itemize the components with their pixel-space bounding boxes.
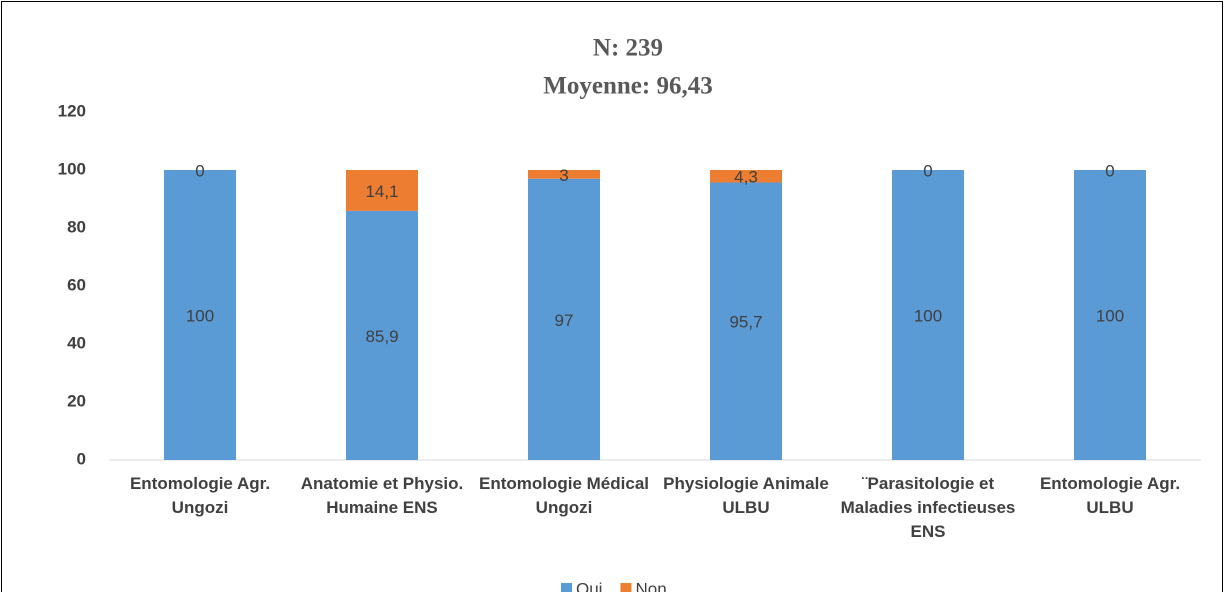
legend-swatch: [620, 583, 632, 592]
chart-subtitle: Moyenne: 96,43: [543, 73, 712, 100]
data-label: 0: [923, 161, 932, 180]
legend-swatch: [561, 583, 572, 592]
x-tick-label: Entomologie Agr. Ungozi: [129, 474, 271, 517]
data-label: 97: [555, 311, 574, 330]
data-label: 4,3: [734, 168, 758, 187]
legend-label: Oui: [576, 579, 602, 592]
data-label: 0: [1105, 161, 1114, 180]
data-label: 100: [914, 306, 942, 325]
chart-title: N: 239: [593, 35, 663, 62]
y-tick-label: 100: [58, 159, 86, 178]
x-tick-label: ¨Parasitologie et Maladies infectieuses …: [840, 474, 1016, 541]
y-tick-label: 0: [77, 449, 86, 468]
data-label: 85,9: [365, 327, 398, 346]
bar-segment: [710, 170, 782, 183]
bar-segment: [346, 170, 418, 211]
bar-segment: [346, 210, 418, 460]
data-label: 100: [1096, 306, 1124, 325]
data-label: 0: [195, 161, 204, 180]
x-tick-label: Entomologie Médical Ungozi: [478, 474, 650, 517]
x-tick-label: Anatomie et Physio. Humaine ENS: [300, 474, 464, 517]
y-tick-label: 60: [67, 275, 86, 294]
data-label: 100: [186, 306, 214, 325]
y-tick-label: 80: [67, 217, 86, 236]
bar-segment: [164, 170, 236, 460]
data-label: 3: [559, 166, 568, 185]
bar-segment: [528, 178, 600, 460]
x-tick-label: Entomologie Agr. ULBU: [1039, 474, 1181, 517]
bar-segment: [710, 182, 782, 460]
bar-segment: [892, 170, 964, 460]
bar-segment: [528, 170, 600, 179]
data-label: 95,7: [729, 313, 762, 332]
data-label: 14,1: [365, 182, 398, 201]
y-tick-label: 40: [67, 333, 86, 352]
legend-label: Non: [635, 579, 666, 592]
y-tick-label: 120: [58, 101, 86, 120]
x-tick-label: Physiologie Animale ULBU: [663, 474, 829, 517]
y-tick-label: 20: [67, 391, 86, 410]
bar-segment: [1074, 170, 1146, 460]
